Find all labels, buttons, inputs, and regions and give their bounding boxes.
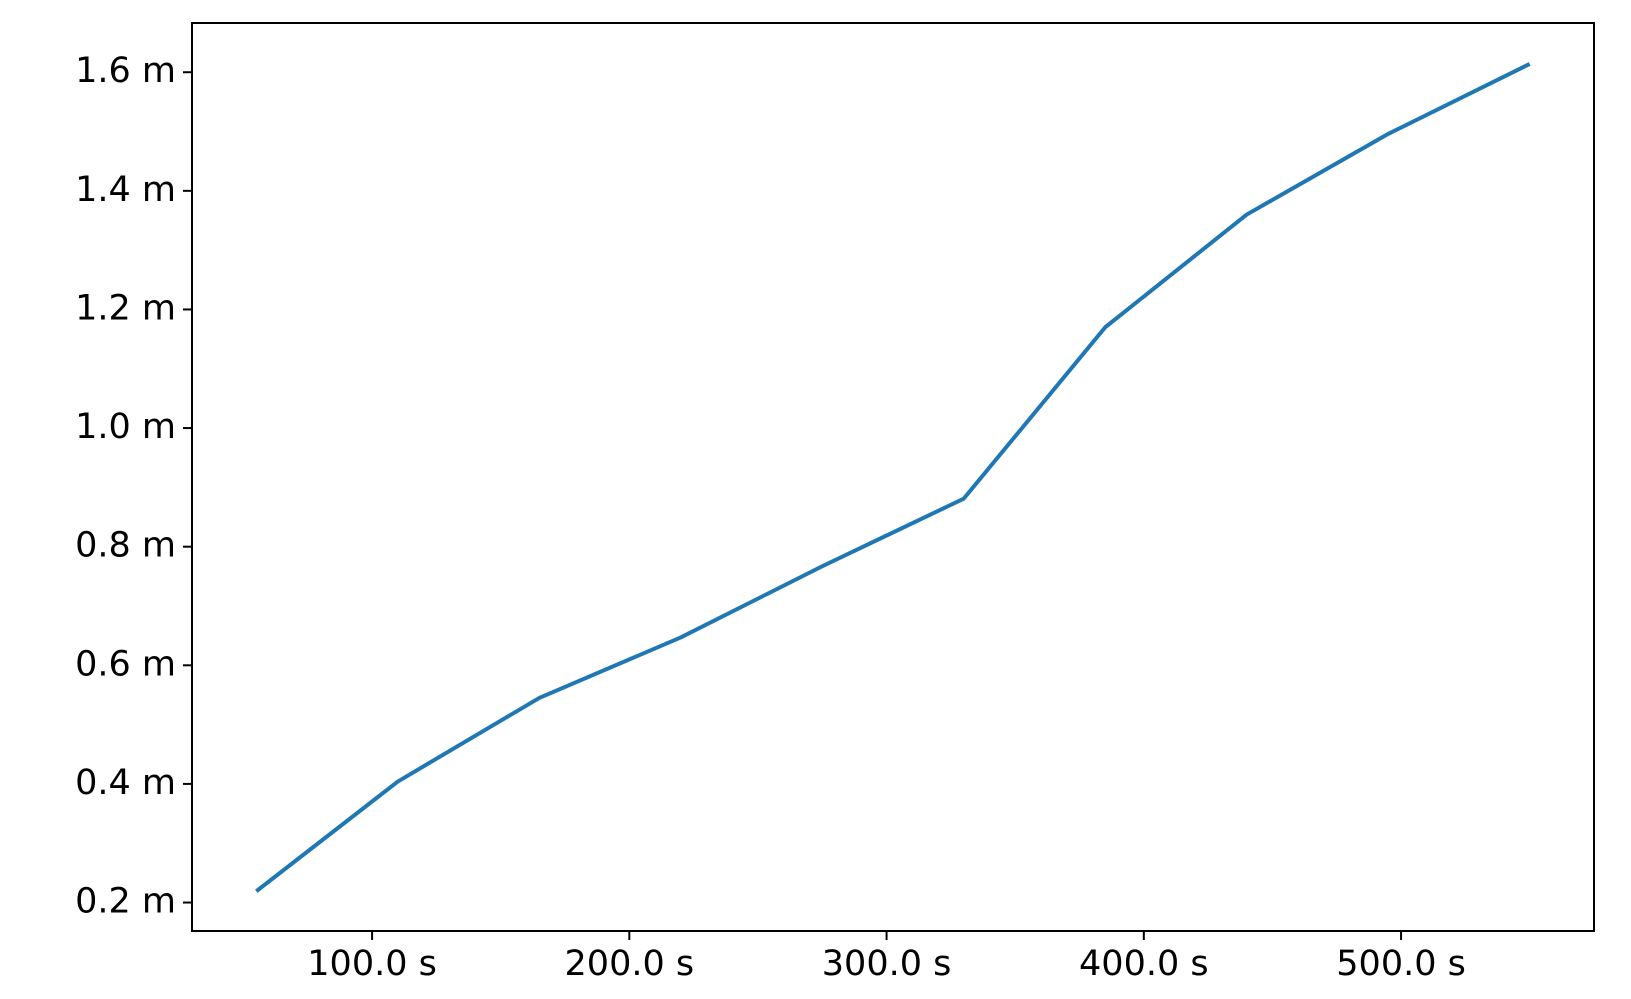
- y-tick-label: 1.4 m: [75, 170, 176, 210]
- y-tick-label: 1.2 m: [75, 288, 176, 328]
- plot-frame: [191, 22, 1595, 932]
- x-tick-label: 500.0 s: [1336, 944, 1466, 984]
- y-tick-label: 0.6 m: [75, 644, 176, 684]
- x-tick-label: 400.0 s: [1079, 944, 1209, 984]
- y-tick-label: 0.4 m: [75, 763, 176, 803]
- data-line: [255, 62, 1531, 893]
- y-tick-label: 1.0 m: [75, 407, 176, 447]
- x-tick-label: 300.0 s: [822, 944, 952, 984]
- y-tick-label: 0.8 m: [75, 526, 176, 566]
- y-tick-label: 0.2 m: [75, 882, 176, 922]
- x-tick-label: 100.0 s: [307, 944, 437, 984]
- x-tick-label: 200.0 s: [565, 944, 695, 984]
- y-tick-label: 1.6 m: [75, 51, 176, 91]
